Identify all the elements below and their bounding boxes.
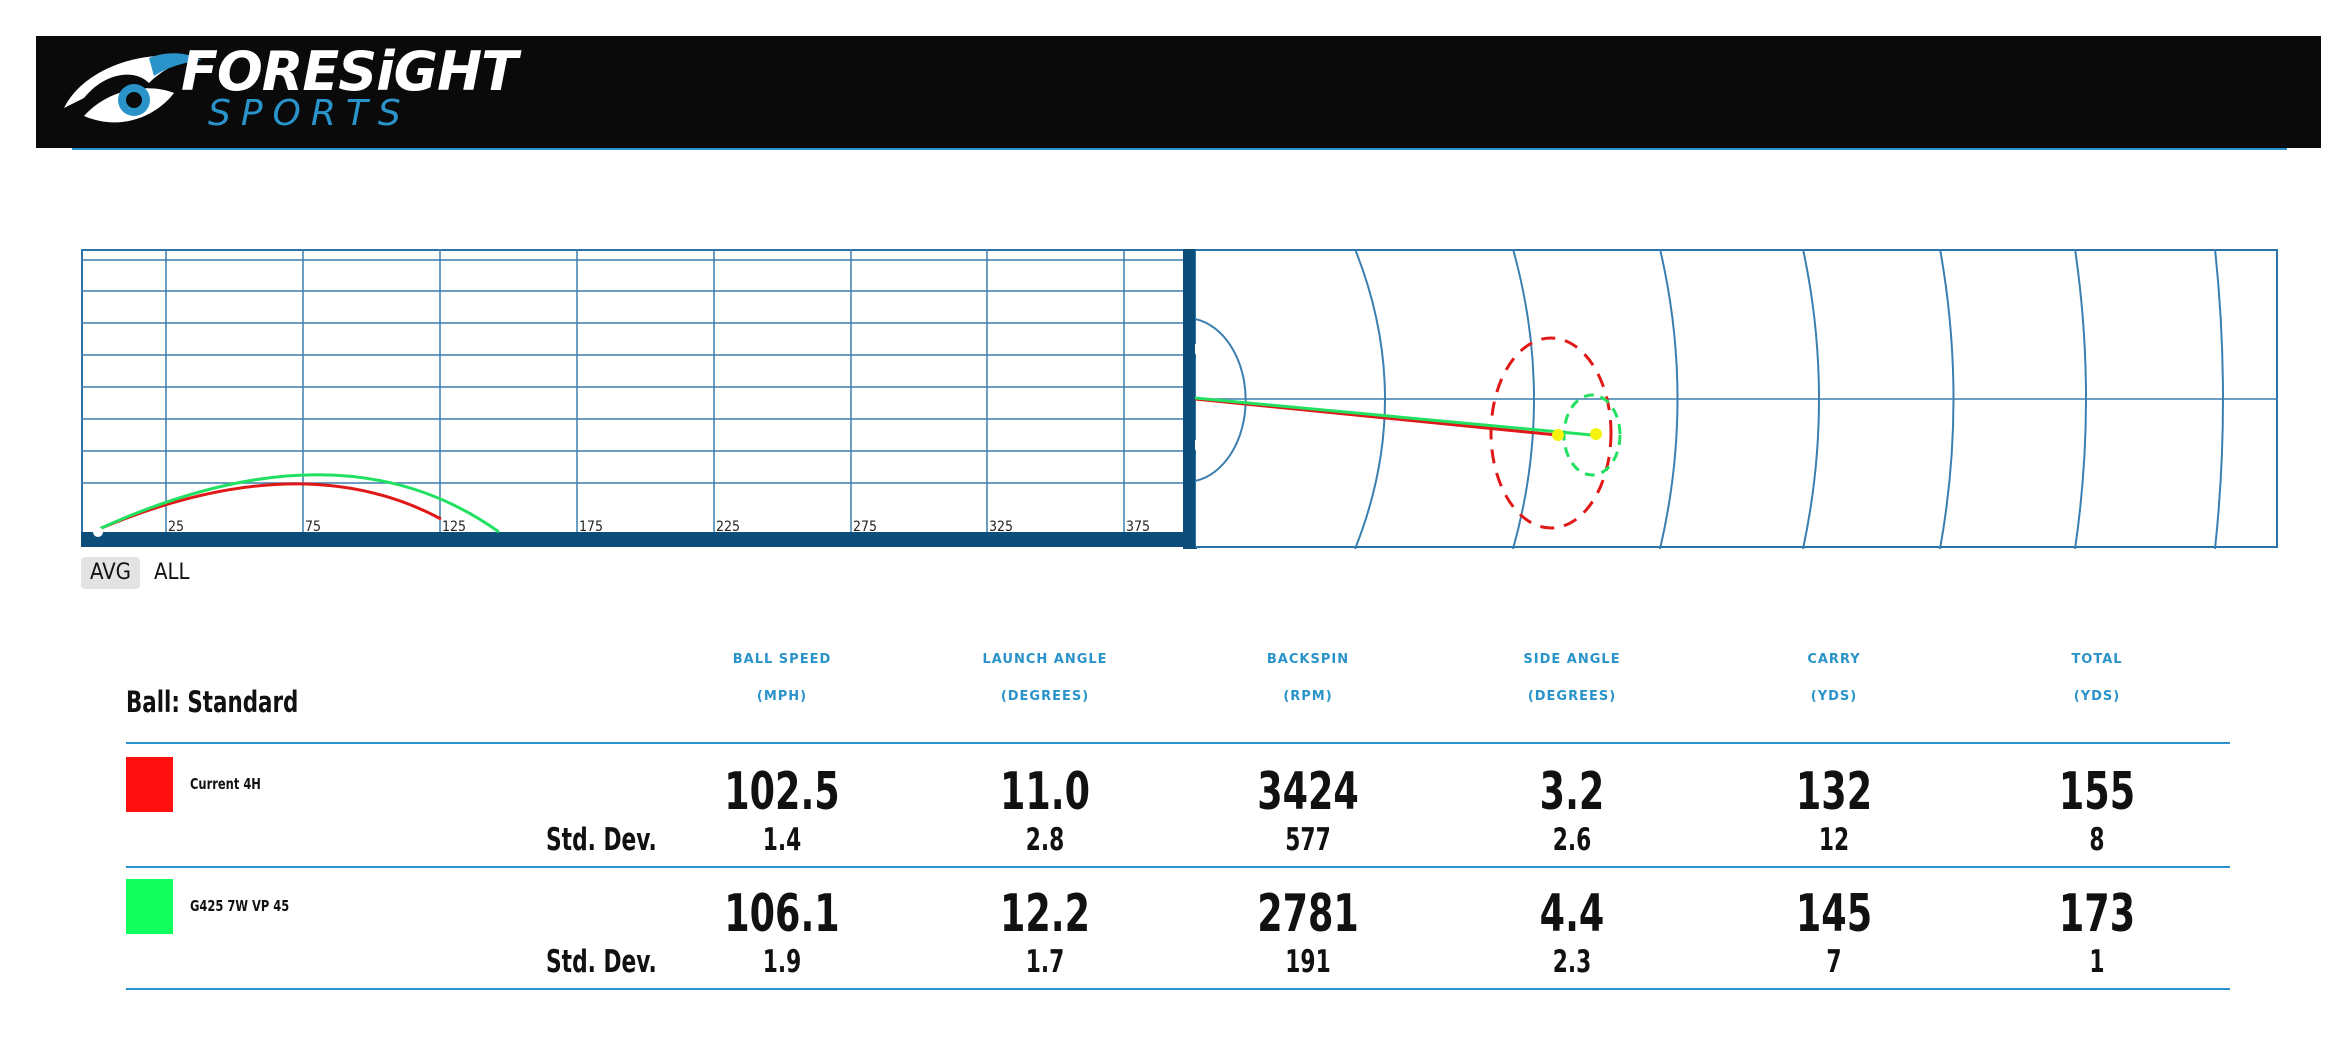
table-divider xyxy=(126,988,2230,990)
column-header-side-angle: SIDE ANGLE (DEGREES) xyxy=(1462,652,1682,704)
distance-tick-label: 325 xyxy=(989,519,1013,535)
view-divider xyxy=(1183,249,1197,549)
tee-marker xyxy=(93,527,103,537)
std-dev-label: Std. Dev. xyxy=(546,944,657,980)
stats-table: Ball: Standard BALL SPEED (MPH) LAUNCH A… xyxy=(126,640,2230,1010)
column-unit: (RPM) xyxy=(1283,689,1333,704)
std-dev-backspin: 191 xyxy=(1285,944,1331,980)
marker-dot xyxy=(1195,439,1198,451)
column-title: SIDE ANGLE xyxy=(1523,652,1621,667)
std-dev-ball-speed: 1.9 xyxy=(762,944,802,980)
distance-arcs xyxy=(1195,249,2224,549)
std-dev-launch-angle: 1.7 xyxy=(1025,944,1065,980)
trajectory-g425-7w xyxy=(98,473,500,534)
side-grid-horizontal xyxy=(81,259,1185,484)
std-dev-ball-speed: 1.4 xyxy=(762,822,802,858)
side-grid-vertical xyxy=(165,249,1125,532)
distance-tick-label: 375 xyxy=(1126,519,1150,535)
std-dev-side-angle: 2.6 xyxy=(1552,822,1592,858)
std-dev-carry: 12 xyxy=(1818,822,1850,858)
table-divider xyxy=(126,866,2230,868)
column-header-total: TOTAL (YDS) xyxy=(1987,652,2207,704)
eye-logo-icon xyxy=(64,53,202,123)
column-header-launch-angle: LAUNCH ANGLE (DEGREES) xyxy=(935,652,1155,704)
side-trajectory-view: 25 75 125 175 225 275 325 375 xyxy=(81,249,1197,549)
column-unit: (YDS) xyxy=(1810,689,1858,704)
std-dev-total: 8 xyxy=(2089,822,2105,858)
std-dev-total: 1 xyxy=(2089,944,2105,980)
ball-type-label: Ball: Standard xyxy=(126,685,299,719)
foresight-sports-logo: FORESiGHT SPORTS xyxy=(46,36,606,148)
landing-point-current-4h xyxy=(1552,429,1564,441)
std-dev-label: Std. Dev. xyxy=(546,822,657,858)
value-carry: 132 xyxy=(1795,762,1873,822)
club-name: Current 4H xyxy=(190,775,261,793)
value-ball-speed: 102.5 xyxy=(724,762,840,822)
ground-line xyxy=(81,532,1197,547)
distance-tick-label: 175 xyxy=(579,519,603,535)
landing-point-g425-7w xyxy=(1590,428,1602,440)
column-unit: (MPH) xyxy=(756,689,808,704)
club-color-swatch xyxy=(126,879,173,934)
column-unit: (DEGREES) xyxy=(1000,689,1090,704)
value-carry: 145 xyxy=(1795,884,1873,944)
column-header-ball-speed: BALL SPEED (MPH) xyxy=(672,652,892,704)
all-toggle-button[interactable]: ALL xyxy=(154,560,190,585)
value-ball-speed: 106.1 xyxy=(724,884,840,944)
value-launch-angle: 11.0 xyxy=(999,762,1091,822)
column-header-carry: CARRY (YDS) xyxy=(1724,652,1944,704)
column-unit: (YDS) xyxy=(2073,689,2121,704)
distance-tick-label: 75 xyxy=(305,519,321,535)
header-divider xyxy=(72,148,2287,150)
value-total: 173 xyxy=(2058,884,2136,944)
column-title: BACKSPIN xyxy=(1266,652,1350,667)
column-title: LAUNCH ANGLE xyxy=(982,652,1108,667)
value-side-angle: 4.4 xyxy=(1539,884,1605,944)
distance-tick-label: 275 xyxy=(853,519,877,535)
std-dev-carry: 7 xyxy=(1826,944,1842,980)
value-total: 155 xyxy=(2058,762,2136,822)
std-dev-launch-angle: 2.8 xyxy=(1025,822,1065,858)
distance-tick-label: 225 xyxy=(716,519,740,535)
dispersion-ellipse-current-4h xyxy=(1489,336,1613,530)
marker-dot xyxy=(1195,343,1198,355)
shot-line-g425-7w xyxy=(1195,396,1593,437)
value-backspin: 3424 xyxy=(1257,762,1359,822)
top-dispersion-view xyxy=(1195,249,2278,549)
value-side-angle: 3.2 xyxy=(1539,762,1605,822)
brand-name-foresight: FORESiGHT xyxy=(181,40,518,103)
header-bar: FORESiGHT SPORTS xyxy=(36,36,2321,148)
distance-tick-label: 25 xyxy=(168,519,184,535)
std-dev-side-angle: 2.3 xyxy=(1552,944,1592,980)
value-launch-angle: 12.2 xyxy=(999,884,1091,944)
column-title: BALL SPEED xyxy=(732,652,832,667)
std-dev-backspin: 577 xyxy=(1285,822,1331,858)
trajectory-current-4h xyxy=(98,482,442,531)
column-header-backspin: BACKSPIN (RPM) xyxy=(1198,652,1418,704)
avg-toggle-button[interactable]: AVG xyxy=(81,557,141,589)
club-name: G425 7W VP 45 xyxy=(190,897,290,915)
brand-name-sports: SPORTS xyxy=(208,93,411,134)
club-color-swatch xyxy=(126,757,173,812)
distance-tick-label: 125 xyxy=(442,519,466,535)
column-unit: (DEGREES) xyxy=(1527,689,1617,704)
column-title: CARRY xyxy=(1807,652,1861,667)
value-backspin: 2781 xyxy=(1257,884,1359,944)
column-title: TOTAL xyxy=(2071,652,2123,667)
table-divider xyxy=(126,742,2230,744)
